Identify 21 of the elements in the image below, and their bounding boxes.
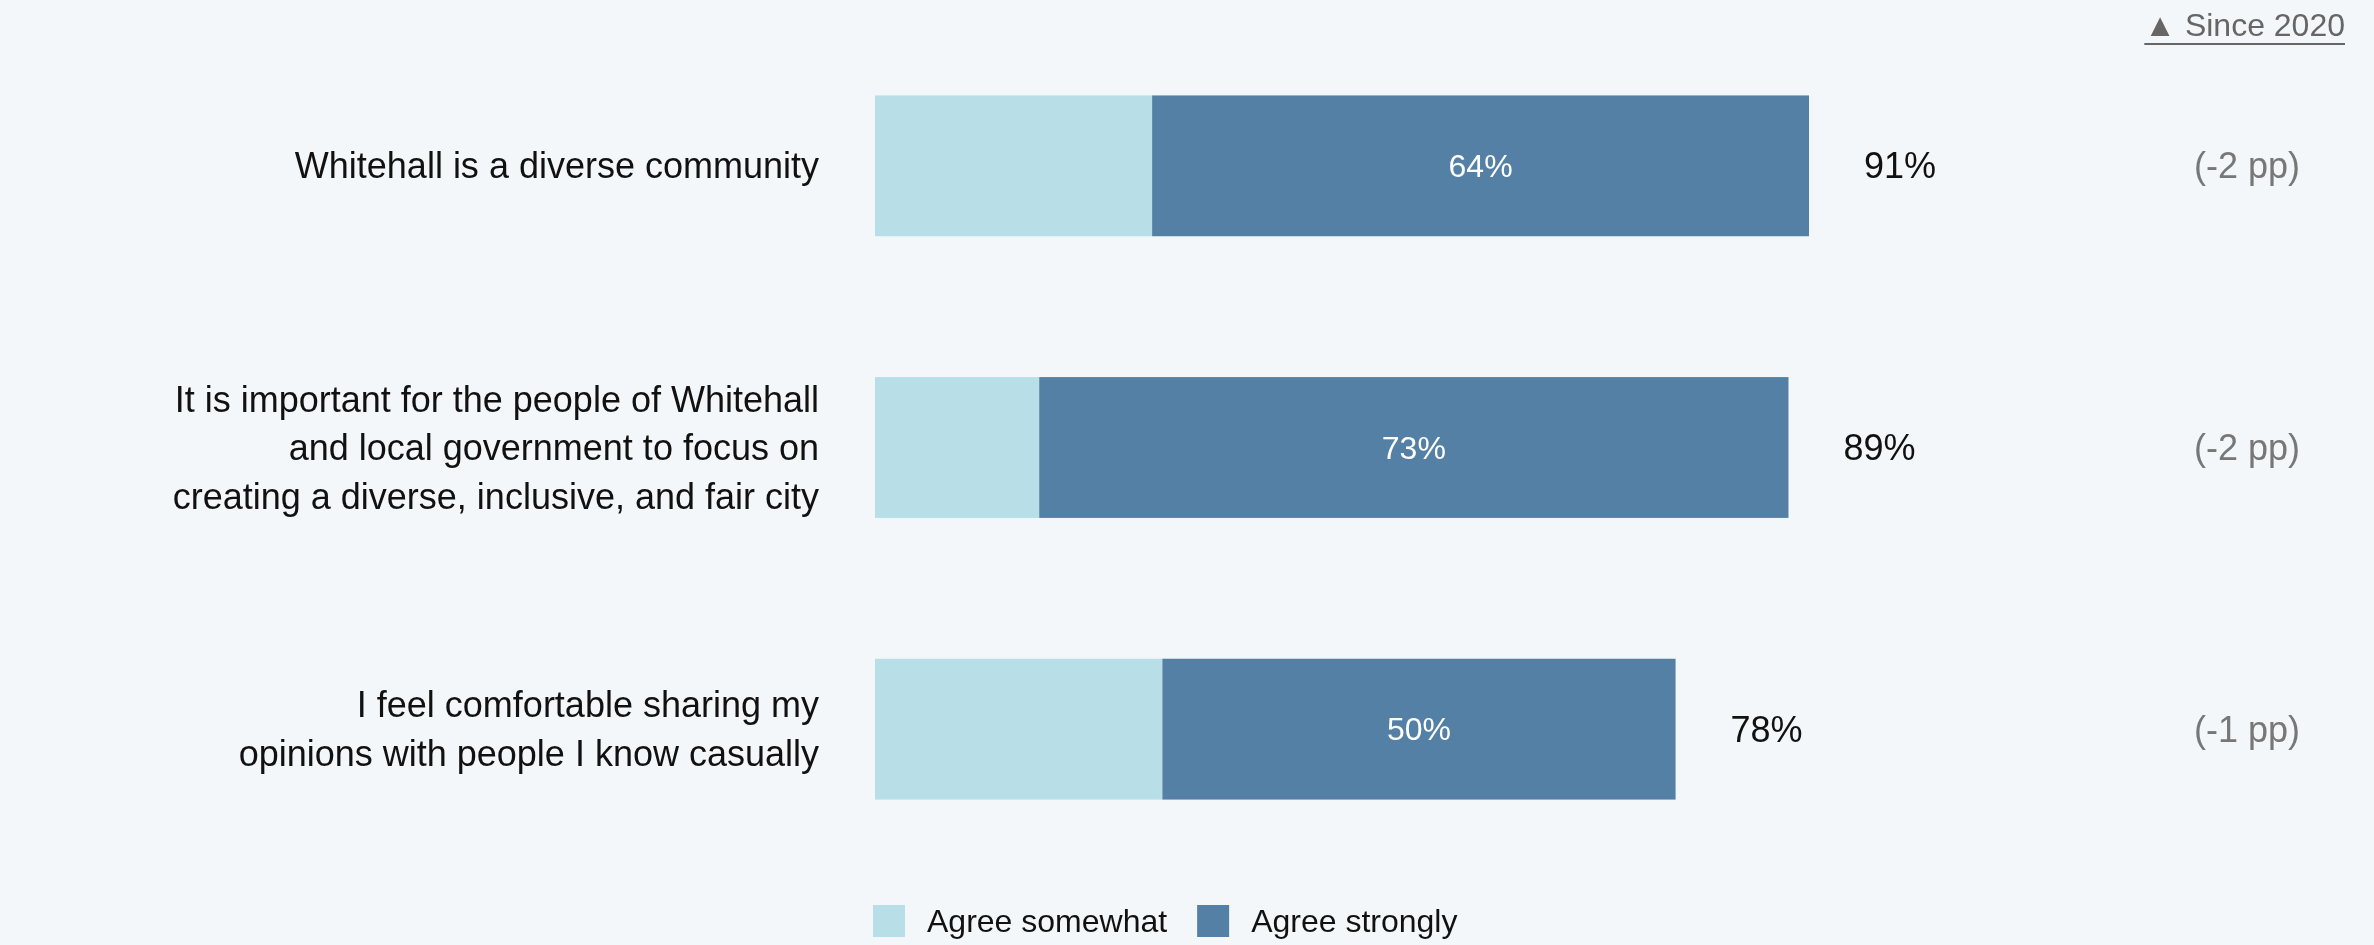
total-label: 91%	[1864, 145, 1937, 187]
y-tick-label: It is important for the people of Whitehall and local government to focus on creating a diverse, inclusive, and fair city	[172, 378, 819, 517]
bar	[1162, 658, 1676, 800]
legend-label: Agree strongly	[1251, 903, 1458, 940]
bar	[875, 95, 1153, 237]
bar	[875, 658, 1163, 800]
bar	[875, 377, 1040, 518]
data-label: 73%	[1381, 429, 1446, 466]
bar	[1152, 95, 1809, 237]
total-label: 89%	[1843, 427, 1916, 469]
text: (-2 pp)	[2193, 427, 2300, 469]
total-label: 78%	[1730, 708, 1803, 750]
text: (-1 pp)	[2193, 708, 2300, 750]
legend-label: Agree somewhat	[927, 903, 1168, 940]
y-tick-label: Whitehall is a diverse community	[294, 145, 819, 187]
y-tick-label: I feel comfortable sharing my opinions with people I know casually	[238, 684, 819, 775]
text: (-2 pp)	[2193, 145, 2300, 187]
data-label: 50%	[1386, 711, 1451, 748]
text: ▲ Since 2020	[2144, 7, 2345, 43]
bar	[1039, 377, 1789, 518]
data-label: 64%	[1448, 148, 1513, 185]
